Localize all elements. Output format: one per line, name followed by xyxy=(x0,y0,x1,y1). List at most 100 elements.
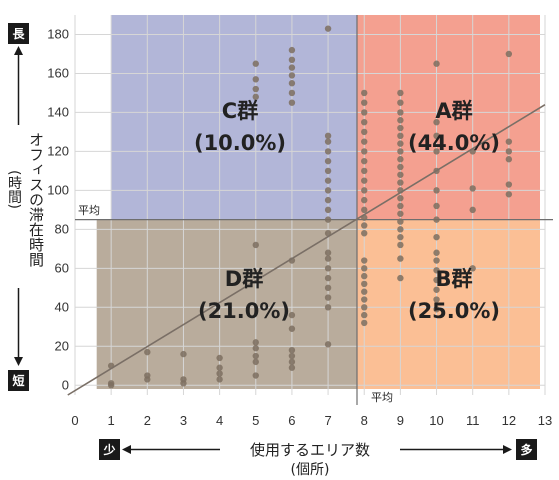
quadrant-c-percent: (10.0%) xyxy=(194,131,286,155)
x-axis-title: 使用するエリア数 xyxy=(250,441,370,459)
data-point-54 xyxy=(324,138,332,145)
x-axis-left-label: 少 xyxy=(102,442,115,457)
data-point-33 xyxy=(288,72,296,79)
data-point-67 xyxy=(361,222,368,229)
data-point-118 xyxy=(433,118,440,126)
data-point-13 xyxy=(252,372,259,379)
data-point-15 xyxy=(252,352,259,360)
data-point-107 xyxy=(433,276,440,284)
y-tick-label-60: 60 xyxy=(55,260,69,275)
data-point-103 xyxy=(397,89,404,97)
quadrant-d-area xyxy=(96,219,357,389)
data-point-23 xyxy=(288,364,296,371)
y-axis-up-arrow-head xyxy=(14,46,23,55)
data-point-104 xyxy=(433,306,440,313)
data-point-100 xyxy=(397,117,404,124)
y-axis-bottom-box xyxy=(8,370,29,391)
data-point-40 xyxy=(324,284,332,292)
data-point-38 xyxy=(324,304,332,311)
quadrant-b-percent: (25.0%) xyxy=(408,299,500,323)
x-tick-label-4: 4 xyxy=(216,413,223,428)
data-point-39 xyxy=(324,294,332,301)
quadrant-a-percent: (44.0%) xyxy=(408,131,500,155)
axes: 0 1 2 3 4 5 6 7 8 9 10 11 12 130204060801001201401601… xyxy=(47,26,552,428)
data-point-85 xyxy=(397,233,404,241)
data-point-110 xyxy=(433,249,440,256)
data-point-97 xyxy=(397,140,404,147)
data-point-28 xyxy=(288,311,296,319)
data-point-55 xyxy=(324,132,332,140)
data-point-72 xyxy=(361,177,368,184)
data-point-9 xyxy=(216,376,223,383)
data-point-8 xyxy=(180,350,187,358)
x-axis-right-arrow-head xyxy=(503,445,512,454)
data-point-116 xyxy=(433,148,440,155)
x-tick-label-9: 9 xyxy=(397,413,404,428)
data-point-109 xyxy=(433,257,440,264)
data-point-42 xyxy=(324,265,332,272)
x-axis-annotation: 少 使用するエリア数 (個所) 多 xyxy=(99,439,537,478)
quadrant-b-area xyxy=(357,219,540,389)
data-point-16 xyxy=(252,345,259,352)
data-point-117 xyxy=(433,132,440,140)
data-point-61 xyxy=(361,288,368,295)
data-point-25 xyxy=(288,352,296,360)
data-point-87 xyxy=(397,218,404,225)
data-point-34 xyxy=(288,64,296,71)
data-point-80 xyxy=(361,99,368,106)
data-point-128 xyxy=(505,138,513,145)
data-point-7 xyxy=(180,376,187,383)
data-point-99 xyxy=(397,124,404,132)
quadrant-a-label: A群 xyxy=(435,99,472,123)
data-point-95 xyxy=(397,156,404,163)
data-point-127 xyxy=(505,148,513,155)
grid-lines xyxy=(74,15,546,395)
x-axis-left-box xyxy=(99,439,120,460)
average-y-label: 平均 xyxy=(78,204,100,217)
data-point-126 xyxy=(505,156,513,163)
data-point-125 xyxy=(505,181,513,188)
data-point-51 xyxy=(324,167,332,175)
x-axis-right-box xyxy=(516,439,537,460)
y-axis-subtitle: (時間) xyxy=(6,170,22,209)
data-point-78 xyxy=(361,118,368,126)
x-tick-label-0: 0 xyxy=(71,413,78,428)
quadrant-b-label: B群 xyxy=(435,267,472,291)
x-axis-right-label: 多 xyxy=(520,442,532,457)
data-point-92 xyxy=(397,179,404,186)
y-tick-label-0: 0 xyxy=(62,377,69,392)
data-point-59 xyxy=(361,304,368,311)
data-point-30 xyxy=(288,99,296,106)
x-tick-label-11: 11 xyxy=(466,413,480,428)
data-point-53 xyxy=(324,148,332,155)
y-tick-label-20: 20 xyxy=(55,338,69,353)
data-point-1 xyxy=(107,380,115,387)
y-axis-title: オフィスの滞在時間 xyxy=(27,132,45,268)
data-point-20 xyxy=(252,85,259,93)
data-point-113 xyxy=(433,202,440,210)
data-point-71 xyxy=(361,187,368,194)
data-point-22 xyxy=(252,60,259,67)
y-axis-bottom-label: 短 xyxy=(12,373,24,388)
data-point-56 xyxy=(324,25,332,32)
data-point-49 xyxy=(324,187,332,194)
x-tick-label-12: 12 xyxy=(502,413,516,428)
y-tick-label-180: 180 xyxy=(47,26,69,41)
data-point-122 xyxy=(469,185,476,192)
data-point-31 xyxy=(288,89,296,97)
data-point-35 xyxy=(288,56,296,64)
data-point-105 xyxy=(433,296,440,303)
x-tick-label-5: 5 xyxy=(252,413,259,428)
data-points xyxy=(107,25,513,389)
x-tick-label-7: 7 xyxy=(324,413,331,428)
y-axis-top-box xyxy=(8,23,29,44)
data-point-102 xyxy=(397,99,404,106)
data-point-124 xyxy=(505,191,513,198)
data-point-44 xyxy=(324,249,332,256)
data-point-101 xyxy=(397,109,404,116)
data-point-11 xyxy=(216,364,223,371)
data-point-108 xyxy=(433,267,440,274)
quadrant-d-percent: (21.0%) xyxy=(198,299,290,323)
trend-line-path xyxy=(67,103,546,396)
quadrant-labels: C群 (10.0%) A群 (44.0%) D群 (21.0%) B群 (25.… xyxy=(194,99,500,323)
